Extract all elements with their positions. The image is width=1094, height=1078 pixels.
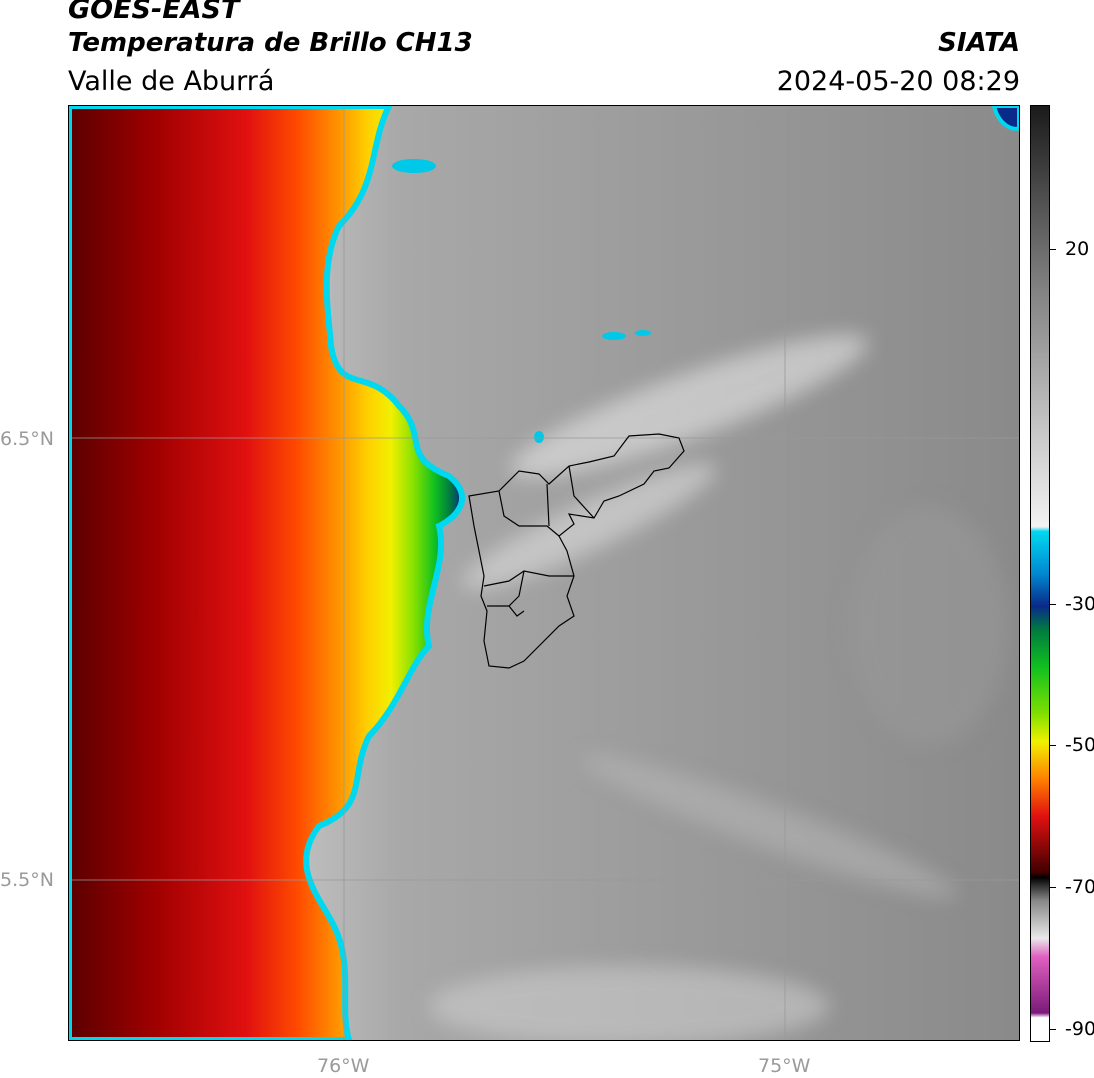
colorbar-tick (1050, 1029, 1056, 1031)
datetime-label: 2024-05-20 08:29 (776, 66, 1020, 97)
colorbar (1030, 105, 1050, 1042)
colorbar-tick (1050, 249, 1056, 251)
satellite-title: GOES-EAST (68, 0, 240, 25)
region-label: Valle de Aburrá (68, 66, 275, 97)
colorbar-tick-label: -50 (1065, 734, 1094, 756)
lon-label-76w: 76°W (317, 1055, 370, 1077)
colorbar-tick-label: -70 (1065, 876, 1094, 898)
colorbar-tick-label: -30 (1065, 593, 1094, 615)
lon-label-75w: 75°W (758, 1055, 811, 1077)
colorbar-tick (1050, 887, 1056, 889)
satellite-map[interactable] (68, 105, 1020, 1041)
valley-boundary (468, 433, 685, 669)
lat-label-5-5: 5.5°N (0, 869, 54, 891)
colorbar-tick-label: 20 (1065, 238, 1090, 260)
brightness-temperature-field (69, 106, 1019, 1040)
organization-label: SIATA (938, 28, 1020, 58)
colorbar-tick (1050, 745, 1056, 747)
product-title: Temperatura de Brillo CH13 (68, 28, 473, 58)
colorbar-tick-label: -90 (1065, 1018, 1094, 1040)
colorbar-tick (1050, 604, 1056, 606)
lat-label-6-5: 6.5°N (0, 428, 54, 450)
